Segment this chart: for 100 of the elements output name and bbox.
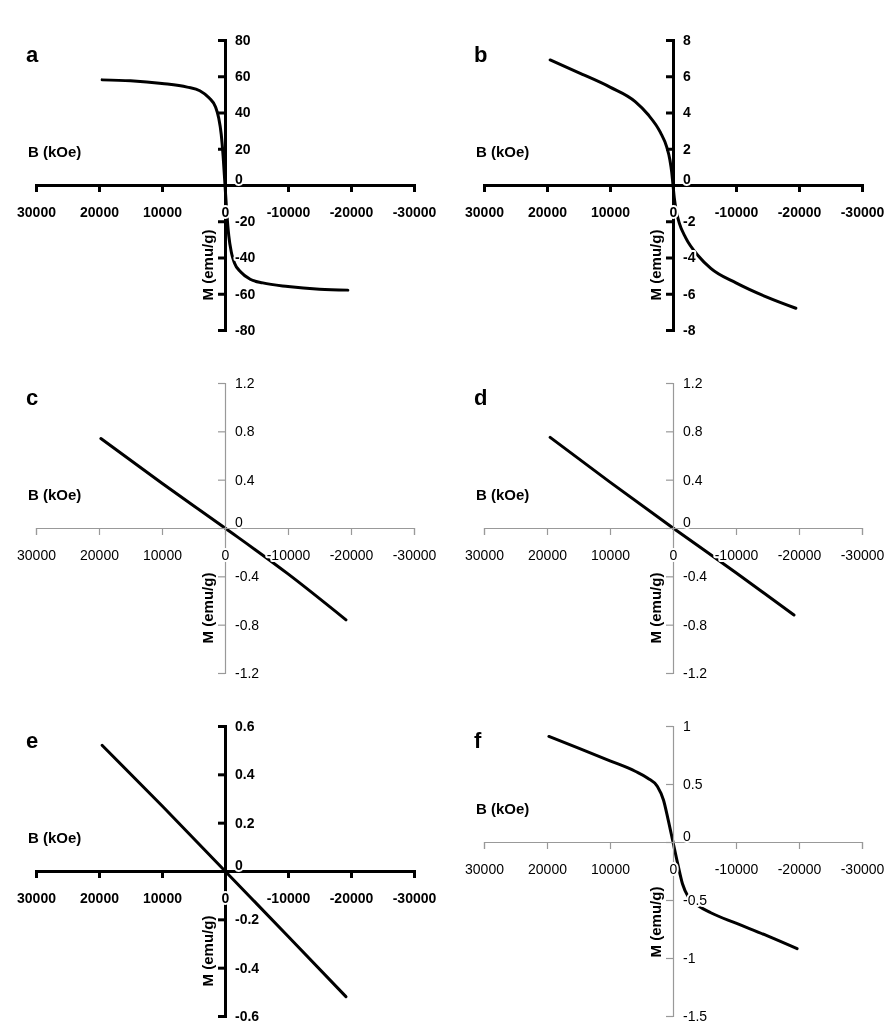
y-tick-label: 4 [683, 104, 691, 121]
chart-title: b [474, 42, 488, 67]
x-tick-label: -30000 [840, 204, 885, 221]
x-axis-title: B (kOe) [476, 486, 530, 503]
x-axis-title: B (kOe) [28, 143, 82, 160]
x-tick-label: -30000 [840, 861, 885, 878]
x-tick-label: 10000 [143, 547, 183, 564]
x-axis-title: B (kOe) [28, 829, 82, 846]
y-tick-label: -60 [235, 285, 256, 302]
y-axis-title: M (emu/g) [647, 886, 664, 958]
x-tick-label: -20000 [777, 204, 822, 221]
x-tick-label: -20000 [329, 890, 374, 907]
y-tick-label: 0.8 [235, 423, 255, 440]
y-tick-label: 60 [235, 68, 251, 85]
y-tick-label: -0.4 [235, 959, 260, 976]
y-tick-label: 0 [683, 828, 691, 845]
y-tick-label: 0.4 [683, 471, 703, 488]
x-tick-label: -30000 [392, 890, 437, 907]
y-tick-label: 40 [235, 104, 251, 121]
x-tick-label: 30000 [465, 861, 505, 878]
y-tick-label: -4 [683, 249, 696, 266]
x-tick-label: 20000 [528, 861, 568, 878]
y-tick-label: 0.4 [235, 766, 255, 783]
y-tick-label: 2 [683, 140, 691, 157]
y-tick-label: 0 [235, 171, 243, 188]
x-tick-label: -10000 [714, 547, 759, 564]
x-tick-label: 30000 [465, 204, 505, 221]
y-tick-label: -1.5 [683, 1007, 708, 1024]
x-axis-title: B (kOe) [476, 800, 530, 817]
y-tick-label: 20 [235, 140, 251, 157]
y-tick-label: 0.6 [235, 717, 255, 734]
x-tick-label: -10000 [266, 547, 311, 564]
x-tick-label: 10000 [143, 204, 183, 221]
x-tick-label: 0 [221, 547, 230, 564]
y-tick-label: -0.8 [683, 616, 708, 633]
x-tick-label: -10000 [266, 204, 311, 221]
y-tick-label: -20 [235, 213, 256, 230]
x-tick-label: 0 [669, 547, 678, 564]
x-tick-label: 10000 [591, 861, 631, 878]
y-axis-title: M (emu/g) [199, 572, 216, 644]
x-tick-label: -30000 [392, 204, 437, 221]
y-axis-title: M (emu/g) [199, 915, 216, 987]
x-tick-label: 30000 [465, 547, 505, 564]
y-tick-label: 0.4 [235, 471, 255, 488]
y-tick-label: -1.2 [683, 664, 708, 681]
y-tick-label: 6 [683, 68, 691, 85]
x-tick-label: -30000 [840, 547, 885, 564]
chart-title: e [26, 728, 39, 753]
x-tick-label: 30000 [17, 204, 57, 221]
chart-title: d [474, 385, 488, 410]
y-tick-label: -0.6 [235, 1007, 260, 1024]
y-tick-label: 0 [683, 171, 691, 188]
y-tick-label: 0.2 [235, 814, 255, 831]
y-tick-label: 1.2 [683, 374, 703, 391]
x-tick-label: 20000 [80, 547, 120, 564]
y-tick-label: -0.2 [235, 911, 260, 928]
x-tick-label: -10000 [714, 861, 759, 878]
y-tick-label: -0.8 [235, 616, 260, 633]
chart-title: a [26, 42, 39, 67]
chart-title: c [26, 385, 39, 410]
x-tick-label: 10000 [591, 204, 631, 221]
y-tick-label: -1 [683, 949, 696, 966]
x-tick-label: 10000 [591, 547, 631, 564]
x-axis-title: B (kOe) [28, 486, 82, 503]
y-axis-title: M (emu/g) [647, 229, 664, 301]
x-tick-label: -20000 [329, 547, 374, 564]
x-tick-label: 10000 [143, 890, 183, 907]
y-axis-title: M (emu/g) [647, 572, 664, 644]
y-tick-label: 1 [683, 717, 691, 734]
y-tick-label: -8 [683, 321, 696, 338]
y-tick-label: -0.4 [683, 568, 708, 585]
x-axis-title: B (kOe) [476, 143, 530, 160]
x-tick-label: 0 [669, 861, 678, 878]
y-axis-title: M (emu/g) [199, 229, 216, 301]
y-tick-label: -0.4 [235, 568, 260, 585]
x-tick-label: -10000 [714, 204, 759, 221]
chart-title: f [474, 728, 482, 753]
x-tick-label: 20000 [528, 204, 568, 221]
x-tick-label: 20000 [80, 890, 120, 907]
y-tick-label: 8 [683, 31, 691, 48]
y-tick-label: 80 [235, 31, 251, 48]
y-tick-label: 0 [235, 514, 243, 531]
y-tick-label: 0 [683, 514, 691, 531]
x-tick-label: -20000 [777, 861, 822, 878]
x-tick-label: -20000 [777, 547, 822, 564]
y-tick-label: -80 [235, 321, 256, 338]
y-tick-label: 0.8 [683, 423, 703, 440]
x-tick-label: -30000 [392, 547, 437, 564]
x-tick-label: 20000 [528, 547, 568, 564]
x-tick-label: -20000 [329, 204, 374, 221]
y-tick-label: -6 [683, 285, 696, 302]
x-tick-label: 30000 [17, 547, 57, 564]
y-tick-label: -2 [683, 213, 696, 230]
y-tick-label: 0.5 [683, 775, 703, 792]
x-tick-label: 30000 [17, 890, 57, 907]
x-tick-label: -10000 [266, 890, 311, 907]
y-tick-label: -40 [235, 249, 256, 266]
x-tick-label: 20000 [80, 204, 120, 221]
y-tick-label: -1.2 [235, 664, 260, 681]
y-tick-label: 1.2 [235, 374, 255, 391]
